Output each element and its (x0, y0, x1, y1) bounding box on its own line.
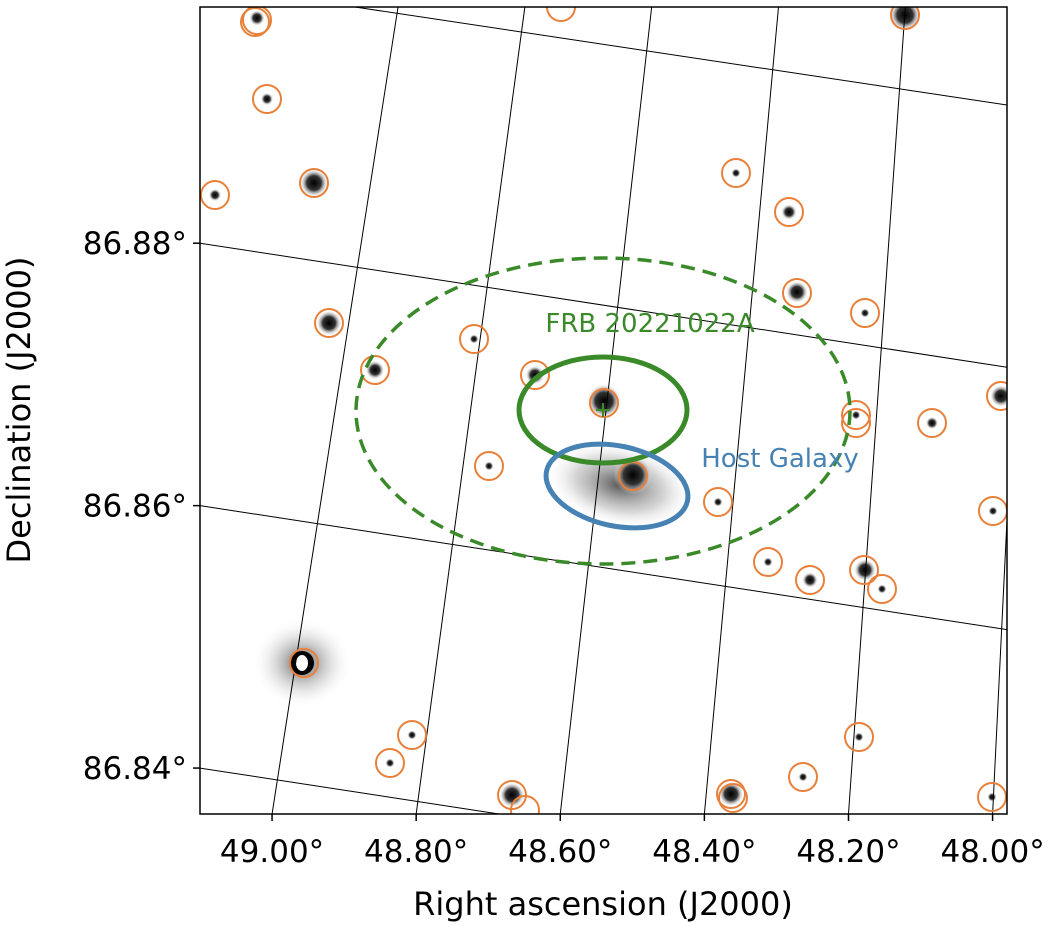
star (208, 188, 222, 202)
y-tick-label: 86.84° (83, 751, 187, 787)
catalog-source (917, 408, 947, 438)
catalog-source (849, 555, 879, 585)
grid-line (703, 7, 779, 814)
star (785, 280, 809, 304)
star (925, 416, 939, 430)
catalog-source (844, 722, 874, 752)
catalog-source (289, 648, 319, 678)
star (407, 730, 417, 740)
catalog-source (977, 782, 1007, 812)
star (499, 782, 525, 808)
grid-line (271, 7, 399, 814)
plot-frame (199, 6, 1008, 815)
catalog-source (252, 84, 282, 114)
catalog-source (360, 355, 390, 385)
catalog-source (841, 400, 871, 430)
catalog-source (520, 360, 550, 390)
catalog-source (459, 324, 489, 354)
star (989, 384, 1007, 408)
star (260, 92, 274, 106)
grid-line (200, 505, 1007, 631)
catalog-source (721, 158, 751, 188)
star (763, 557, 773, 567)
star (889, 7, 921, 31)
catalog-source (867, 574, 897, 604)
annotation: FRB 20221022A (545, 309, 754, 339)
star (731, 168, 741, 178)
catalog-source (841, 408, 871, 438)
star (525, 365, 545, 385)
saturated-core (296, 655, 308, 671)
catalog-source (782, 278, 812, 308)
star (299, 168, 329, 198)
catalog-source (397, 720, 427, 750)
catalog-source (774, 197, 804, 227)
catalog-source (242, 7, 272, 35)
star (781, 204, 797, 220)
x-tick-label: 48.60° (508, 834, 612, 870)
catalog-source (474, 451, 504, 481)
catalog-source (978, 496, 1007, 526)
annotation: Host Galaxy (701, 444, 858, 474)
star (854, 732, 864, 742)
y-tick-label: 86.86° (83, 489, 187, 525)
catalog-source (986, 381, 1007, 411)
grid-line-extra (354, 7, 1007, 106)
star (316, 310, 342, 336)
star (988, 506, 998, 516)
star (469, 334, 479, 344)
x-tick-label: 48.80° (364, 834, 468, 870)
x-axis-label: Right ascension (J2000) (413, 885, 793, 923)
frb-ellipse-dashed (354, 256, 852, 566)
overlay: FRB 20221022A Host Galaxy (354, 256, 859, 566)
catalog-source (788, 762, 818, 792)
x-tick-label: 48.40° (652, 834, 756, 870)
catalog-source (850, 298, 880, 328)
y-tick-label: 86.88° (83, 226, 187, 262)
catalog-source (890, 7, 920, 30)
star (385, 758, 395, 768)
catalog-source (795, 565, 825, 595)
star (851, 410, 861, 420)
star (987, 792, 997, 802)
grid-line (200, 242, 1007, 368)
star (798, 772, 808, 782)
catalog-source (299, 168, 329, 198)
star (249, 10, 265, 26)
y-axis-label: Declination (J2000) (0, 257, 38, 564)
catalog-source (200, 180, 230, 210)
star (802, 572, 818, 588)
grid-line (847, 7, 906, 814)
star (365, 360, 385, 380)
grid-line (200, 767, 503, 814)
x-tick-label: 48.20° (796, 834, 900, 870)
frb-ellipse (516, 354, 690, 466)
catalog-source (240, 7, 270, 37)
catalog-source (314, 308, 344, 338)
star (860, 308, 870, 318)
grid-line (992, 509, 1007, 814)
x-tick-label: 49.00° (220, 834, 324, 870)
catalog-source (510, 795, 540, 814)
catalog-source (718, 783, 748, 813)
catalog-source (375, 748, 405, 778)
star (853, 558, 877, 582)
frb-position (596, 403, 610, 417)
host-ellipse (543, 441, 691, 531)
catalog-source (716, 779, 746, 809)
star (877, 584, 887, 594)
star (484, 461, 494, 471)
catalog-source (753, 547, 783, 577)
star (713, 497, 723, 507)
catalog-source (546, 7, 576, 22)
x-tick-label: 48.00° (940, 834, 1044, 870)
catalog-source (703, 487, 733, 517)
grid-line (415, 7, 526, 814)
